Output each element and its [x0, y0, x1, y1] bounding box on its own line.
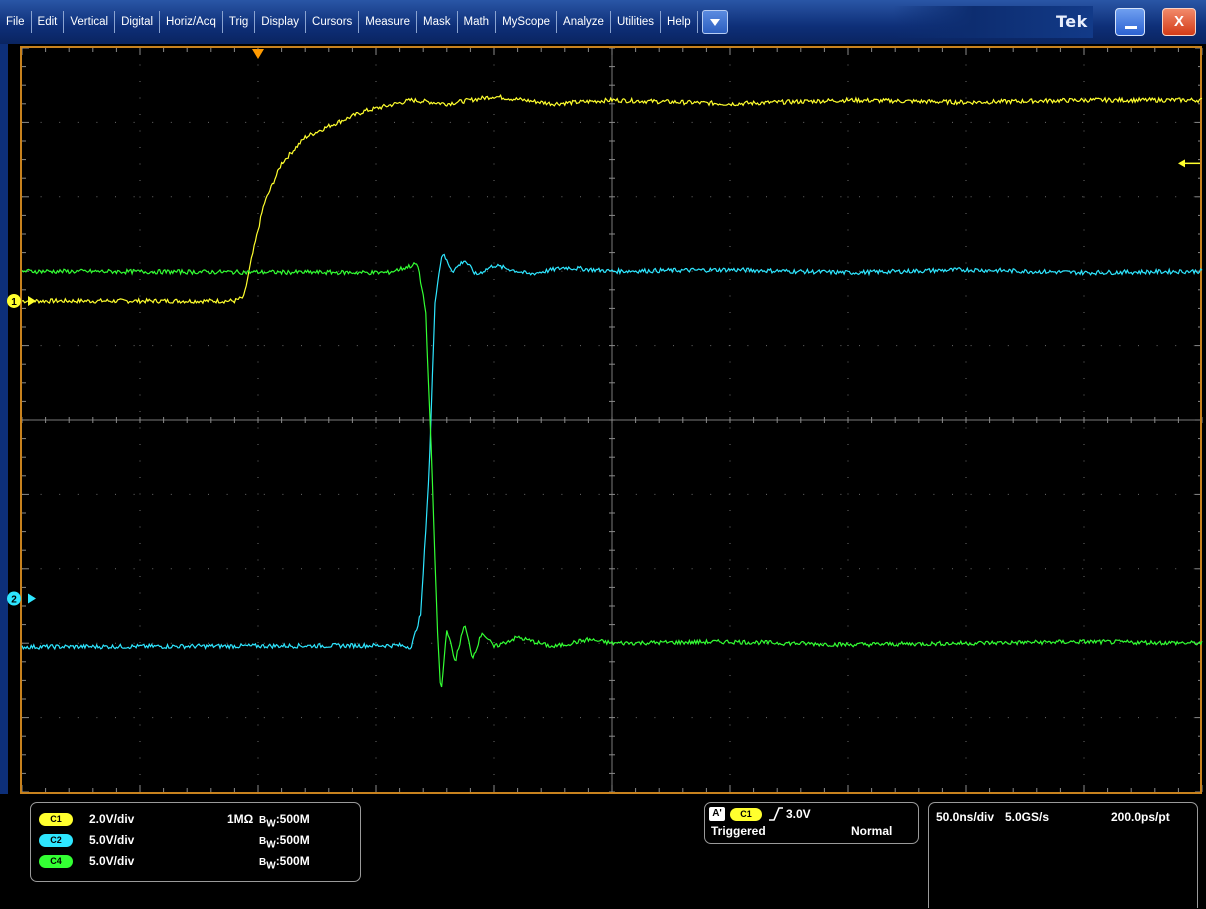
trigger-settings: A' C1 3.0V [709, 806, 811, 822]
menu-mask[interactable]: Mask [417, 11, 458, 33]
readout-area: C1 2.0V/div 1MΩ BW:500M C2 5.0V/div BW:500M C4 5… [0, 794, 1206, 909]
channel-1-marker-arrow [28, 295, 36, 306]
horizontal-readout[interactable]: 50.0ns/div 5.0GS/s 200.0ps/pt [928, 802, 1198, 908]
menu-analyze[interactable]: Analyze [557, 11, 611, 33]
channel-badge[interactable]: C4 [39, 854, 73, 868]
channel-1-marker-label: 1 [11, 297, 17, 308]
channel-2-marker-arrow [28, 593, 36, 604]
channel-row-c1[interactable]: C1 2.0V/div 1MΩ BW:500M [39, 810, 354, 829]
bandwidth-symbol: B [259, 836, 267, 847]
menu-myscope[interactable]: MyScope [496, 11, 558, 33]
graticule: 12 [7, 46, 1203, 794]
waveform-c2 [21, 253, 1203, 651]
channel-bandwidth: BW:500M [259, 852, 310, 875]
graticule-frame [20, 46, 1202, 794]
channel-badge[interactable]: C2 [39, 833, 73, 847]
menu-help[interactable]: Help [661, 11, 698, 33]
minimize-icon [1125, 26, 1137, 29]
menu-horiz-acq[interactable]: Horiz/Acq [160, 11, 223, 33]
trigger-sequence-badge: A' [709, 807, 725, 821]
bandwidth-subscript: W [266, 818, 276, 830]
menu-measure[interactable]: Measure [359, 11, 418, 33]
menu-digital[interactable]: Digital [115, 11, 161, 33]
channel-scale: 5.0V/div [89, 833, 135, 847]
channel-impedance: 1MΩ [227, 812, 254, 826]
menu-edit[interactable]: Edit [32, 11, 65, 33]
trigger-position-marker [252, 49, 264, 59]
record-resolution: 200.0ps/pt [1111, 810, 1170, 824]
bandwidth-symbol: B [259, 857, 267, 868]
channel-row-c4[interactable]: C4 5.0V/div BW:500M [39, 852, 354, 871]
channel-bandwidth: BW:500M [259, 831, 310, 854]
channel-bandwidth: BW:500M [259, 810, 310, 833]
trigger-mode: Normal [851, 824, 893, 838]
bandwidth-subscript: W [266, 860, 276, 872]
waveform-c4 [21, 261, 1203, 688]
trigger-source-badge: C1 [730, 807, 762, 821]
trigger-status: Triggered [711, 824, 766, 838]
triangle-down-icon [709, 18, 720, 26]
menu-dropdown-button[interactable] [701, 10, 728, 34]
close-button[interactable]: X [1162, 8, 1196, 36]
sample-rate: 5.0GS/s [1005, 810, 1050, 824]
channel-scale: 5.0V/div [89, 854, 135, 868]
channel-2-marker-circle [7, 591, 21, 606]
brand-logo: Tek [1056, 12, 1088, 31]
menu-cursors[interactable]: Cursors [306, 11, 360, 33]
menu-display[interactable]: Display [255, 11, 307, 33]
waveform-c1 [21, 93, 1203, 305]
bandwidth-value: :500M [275, 812, 310, 826]
menu-vertical[interactable]: Vertical [64, 11, 116, 33]
title-bar-gradient [893, 6, 1093, 38]
bandwidth-value: :500M [275, 854, 310, 868]
trigger-level-arrow [1178, 159, 1185, 168]
trigger-readout[interactable]: A' C1 3.0V Triggered Normal [704, 802, 919, 844]
menu-math[interactable]: Math [458, 11, 497, 33]
bandwidth-symbol: B [259, 815, 267, 826]
horizontal-scale: 50.0ns/div [936, 810, 995, 824]
channel-scale: 2.0V/div [89, 812, 135, 826]
menu-utilities[interactable]: Utilities [611, 11, 662, 33]
left-strip [0, 44, 8, 909]
vertical-readout[interactable]: C1 2.0V/div 1MΩ BW:500M C2 5.0V/div BW:500M C4 5… [30, 802, 361, 882]
minimize-button[interactable] [1115, 8, 1145, 36]
channel-badge[interactable]: C1 [39, 812, 73, 826]
rising-edge-icon [769, 807, 783, 821]
bandwidth-value: :500M [275, 833, 310, 847]
channel-1-marker-circle [7, 293, 21, 308]
trigger-level: 3.0V [786, 807, 811, 821]
menu-trig[interactable]: Trig [223, 11, 256, 33]
menu-list: File Edit Vertical Digital Horiz/Acq Trig Disp… [0, 0, 698, 44]
bandwidth-subscript: W [266, 839, 276, 851]
channel-2-marker-label: 2 [11, 595, 17, 606]
channel-row-c2[interactable]: C2 5.0V/div BW:500M [39, 831, 354, 850]
menu-file[interactable]: File [0, 11, 32, 33]
